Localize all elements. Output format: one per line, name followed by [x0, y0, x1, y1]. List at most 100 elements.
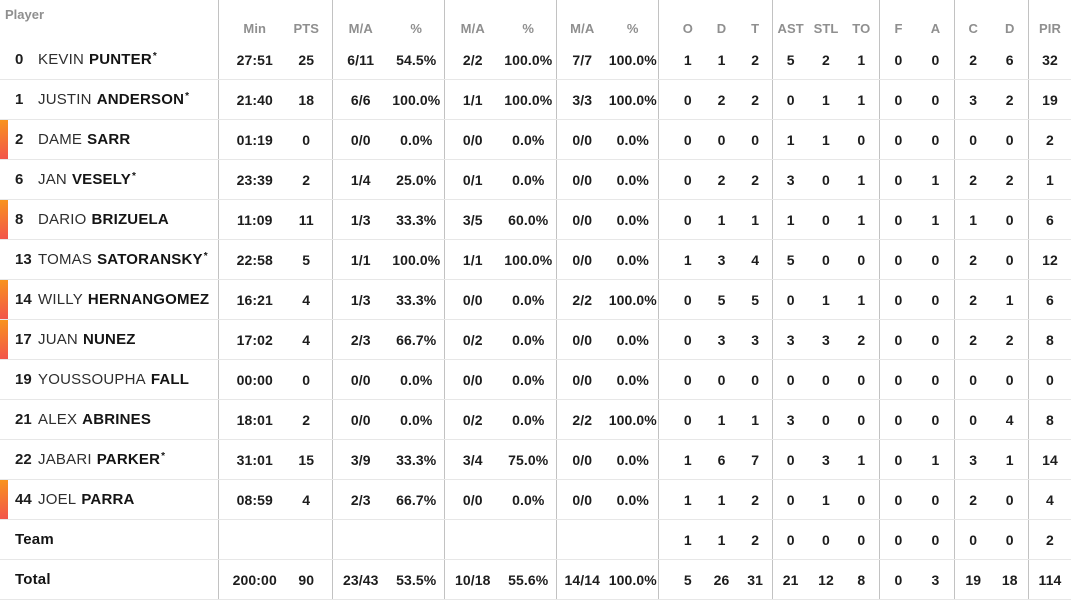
table-row[interactable]: 22 JABARI PARKER* 31:01 15 3/9 33.3% 3/4 … [0, 440, 1071, 480]
fg3-percent: 75.0% [508, 451, 549, 468]
fouls-cell: 2 0 [954, 240, 1028, 279]
player-name: DAME SARR [38, 131, 130, 148]
fouls-committed: 0 [969, 131, 978, 148]
ft-percent: 100.0% [608, 571, 657, 588]
fouls-committed: 2 [969, 171, 978, 188]
table-row[interactable]: 6 JAN VESELY* 23:39 2 1/4 25.0% 0/1 0.0% … [0, 160, 1071, 200]
blocks-cell: 0 1 [879, 200, 954, 239]
player-cell: 13 TOMAS SATORANSKY* [0, 240, 218, 279]
player-name: JABARI PARKER* [38, 451, 165, 468]
fouls-drawn: 1 [1005, 291, 1014, 308]
fg3-made-attempted: 0/2 [462, 411, 483, 428]
ast-stl-to-cell: 1 0 1 [772, 200, 879, 239]
rebounds-cell: 0 3 3 [658, 320, 772, 359]
pir-cell: 8 [1028, 400, 1071, 439]
fouls-committed: 19 [965, 571, 982, 588]
blocks-against: 0 [931, 291, 940, 308]
ast-stl-to-cell: 3 0 1 [772, 160, 879, 199]
free-throw-cell: 0/0 0.0% [556, 160, 658, 199]
player-last-name: SATORANSKY [97, 251, 203, 268]
player-first-name: JUSTIN [38, 91, 92, 108]
minutes: 27:51 [236, 51, 273, 68]
table-row[interactable]: 2 DAME SARR 01:19 0 0/0 0.0% 0/0 0.0% 0/0… [0, 120, 1071, 160]
minutes: 11:09 [236, 211, 273, 228]
table-row[interactable]: 1 JUSTIN ANDERSON* 21:40 18 6/6 100.0% 1/… [0, 80, 1071, 120]
total-rebounds: 3 [751, 331, 760, 348]
pir-value: 8 [1046, 331, 1054, 348]
rebounds-cell: 0 1 1 [658, 400, 772, 439]
steals: 0 [822, 251, 830, 268]
total-rebounds: 0 [751, 371, 760, 388]
table-row[interactable]: 17 JUAN NUNEZ 17:02 4 2/3 66.7% 0/2 0.0% … [0, 320, 1071, 360]
pir-cell: 2 [1028, 520, 1071, 559]
free-throw-cell: 7/7 100.0% [556, 40, 658, 79]
three-point-cell: 0/2 0.0% [444, 320, 556, 359]
blocks-favour: 0 [894, 571, 903, 588]
column-header: % [522, 21, 535, 36]
defensive-rebounds: 26 [713, 571, 730, 588]
fg3-made-attempted: 1/1 [462, 91, 483, 108]
three-point-cell: 0/1 0.0% [444, 160, 556, 199]
starter-asterisk: * [131, 171, 137, 182]
fg3-percent: 0.0% [512, 171, 545, 188]
total-rebounds: 7 [751, 451, 760, 468]
box-score-table-body: 0 KEVIN PUNTER* 27:51 25 6/11 54.5% 2/2 1… [0, 40, 1071, 600]
total-rebounds: 1 [751, 211, 760, 228]
fouls-cell: 1 0 [954, 200, 1028, 239]
player-last-name: BRIZUELA [91, 211, 169, 228]
free-throw-cell: 0/0 0.0% [556, 320, 658, 359]
ft-made-attempted: 7/7 [572, 51, 593, 68]
fg3-made-attempted: 2/2 [462, 51, 483, 68]
table-row[interactable]: 8 DARIO BRIZUELA 11:09 11 1/3 33.3% 3/5 6… [0, 200, 1071, 240]
minutes-points-cell: 08:59 4 [218, 480, 332, 519]
pir-cell: 2 [1028, 120, 1071, 159]
player-cell: 14 WILLY HERNANGOMEZ [0, 280, 218, 319]
two-point-cell: 1/3 33.3% [332, 280, 444, 319]
player-last-name: Total [15, 571, 51, 588]
fouls-drawn: 2 [1005, 91, 1014, 108]
table-row[interactable]: 0 KEVIN PUNTER* 27:51 25 6/11 54.5% 2/2 1… [0, 40, 1071, 80]
table-row[interactable]: 13 TOMAS SATORANSKY* 22:58 5 1/1 100.0% 1… [0, 240, 1071, 280]
minutes-points-cell: 01:19 0 [218, 120, 332, 159]
fg2-made-attempted: 0/0 [350, 411, 371, 428]
table-row[interactable]: 44 JOEL PARRA 08:59 4 2/3 66.7% 0/0 0.0% … [0, 480, 1071, 520]
fg2-percent: 33.3% [396, 291, 437, 308]
fouls-cell: 0 4 [954, 400, 1028, 439]
pir-cell: 32 [1028, 40, 1071, 79]
player-name: JUSTIN ANDERSON* [38, 91, 189, 108]
table-row[interactable]: 14 WILLY HERNANGOMEZ 16:21 4 1/3 33.3% 0/… [0, 280, 1071, 320]
player-last-name: Team [15, 531, 54, 548]
player-cell: 2 DAME SARR [0, 120, 218, 159]
oncourt-indicator [0, 320, 8, 359]
player-name: YOUSSOUPHA FALL [38, 371, 189, 388]
player-cell: 21 ALEX ABRINES [0, 400, 218, 439]
table-row[interactable]: 21 ALEX ABRINES 18:01 2 0/0 0.0% 0/2 0.0%… [0, 400, 1071, 440]
assists: 21 [782, 571, 799, 588]
ft-percent: 0.0% [616, 331, 649, 348]
starter-asterisk: * [152, 51, 157, 62]
fg3-made-attempted: 0/0 [462, 371, 483, 388]
player-name: JUAN NUNEZ [38, 331, 136, 348]
pir-value: 1 [1046, 171, 1054, 188]
fg2-made-attempted: 0/0 [350, 371, 371, 388]
column-header: M/A [570, 21, 595, 36]
blocks-against: 0 [931, 331, 940, 348]
ast-stl-to-cell: 0 1 1 [772, 80, 879, 119]
fouls-drawn: 1 [1005, 451, 1014, 468]
table-row[interactable]: 19 YOUSSOUPHA FALL 00:00 0 0/0 0.0% 0/0 0… [0, 360, 1071, 400]
fouls-drawn: 0 [1005, 371, 1014, 388]
defensive-rebounds: 1 [717, 51, 726, 68]
fg2-made-attempted: 0/0 [350, 131, 371, 148]
fg2-made-attempted: 6/11 [347, 51, 375, 68]
minutes: 22:58 [236, 251, 273, 268]
minutes: 00:00 [236, 371, 273, 388]
fg2-made-attempted: 1/3 [350, 291, 371, 308]
blocks-favour: 0 [894, 291, 903, 308]
fouls-drawn: 0 [1005, 251, 1014, 268]
rebounds-cell: 0 2 2 [658, 80, 772, 119]
minutes-points-cell: 27:51 25 [218, 40, 332, 79]
fg2-made-attempted: 2/3 [350, 491, 371, 508]
minutes: 31:01 [236, 451, 273, 468]
fg2-percent: 54.5% [396, 51, 437, 68]
rebounds-cell: 1 1 2 [658, 520, 772, 559]
